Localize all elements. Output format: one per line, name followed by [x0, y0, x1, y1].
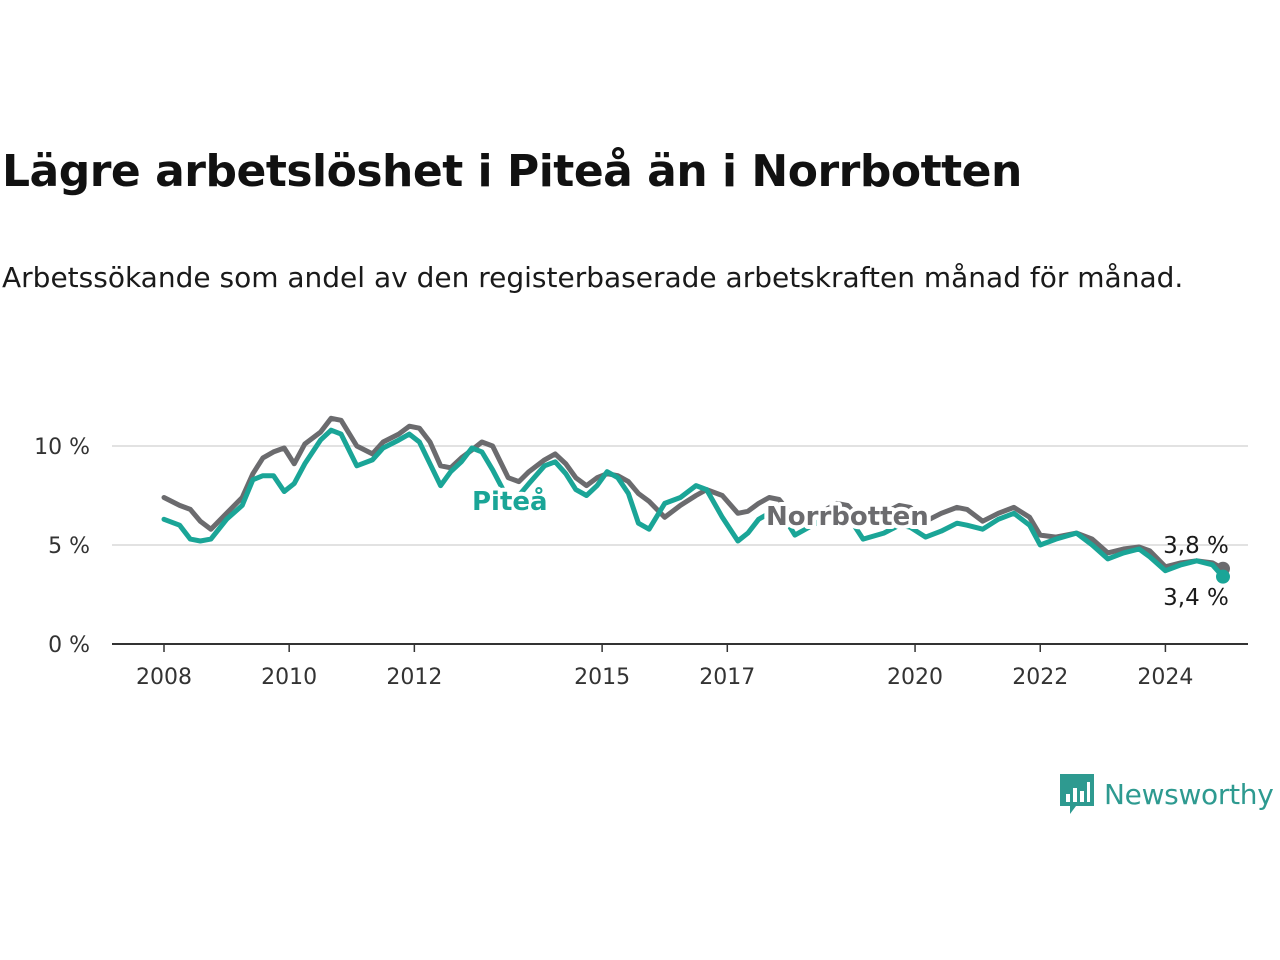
y-tick-label: 0 %: [48, 633, 90, 658]
x-tick-label: 2024: [1137, 665, 1193, 690]
y-tick-label: 5 %: [48, 534, 90, 559]
chart-title: Lägre arbetslöshet i Piteå än i Norrbott…: [2, 146, 1022, 197]
end-label-norrbotten: 3,8 %: [1163, 533, 1229, 559]
x-tick-label: 2022: [1012, 665, 1068, 690]
end-label-pitea: 3,4 %: [1163, 585, 1229, 611]
end-point-pite-: [1215, 569, 1230, 584]
series-labels: 3,8 % 3,4 % Piteå Norrbotten: [468, 481, 1229, 611]
brand-name: Newsworthy: [1104, 777, 1274, 811]
y-tick-label: 10 %: [34, 435, 90, 460]
gridlines: [112, 445, 1248, 645]
x-tick-label: 2015: [574, 665, 630, 690]
newsworthy-chart-icon: [1060, 774, 1094, 814]
line-chart: 0 % 5 % 10 % 2008 2010 2012 2015 2017 2020 2022 20…: [34, 415, 1248, 690]
series-label-norrbotten: Norrbotten: [766, 502, 929, 532]
chart-subtitle: Arbetssökande som andel av den registerb…: [2, 261, 1184, 294]
series-line-norrbotten: [161, 415, 1226, 572]
series-label-pitea: Piteå: [472, 485, 548, 517]
axis-ticks: 0 % 5 % 10 % 2008 2010 2012 2015 2017 2020 2022 20…: [34, 435, 1193, 690]
series-line-pite-: [161, 427, 1226, 580]
x-tick-label: 2017: [699, 665, 755, 690]
x-tick-label: 2020: [887, 665, 943, 690]
x-tick-label: 2008: [136, 665, 192, 690]
x-tick-label: 2010: [261, 665, 317, 690]
brand-logo: Newsworthy: [1058, 772, 1274, 816]
x-tick-label: 2012: [386, 665, 442, 690]
series-lines: [161, 415, 1230, 584]
